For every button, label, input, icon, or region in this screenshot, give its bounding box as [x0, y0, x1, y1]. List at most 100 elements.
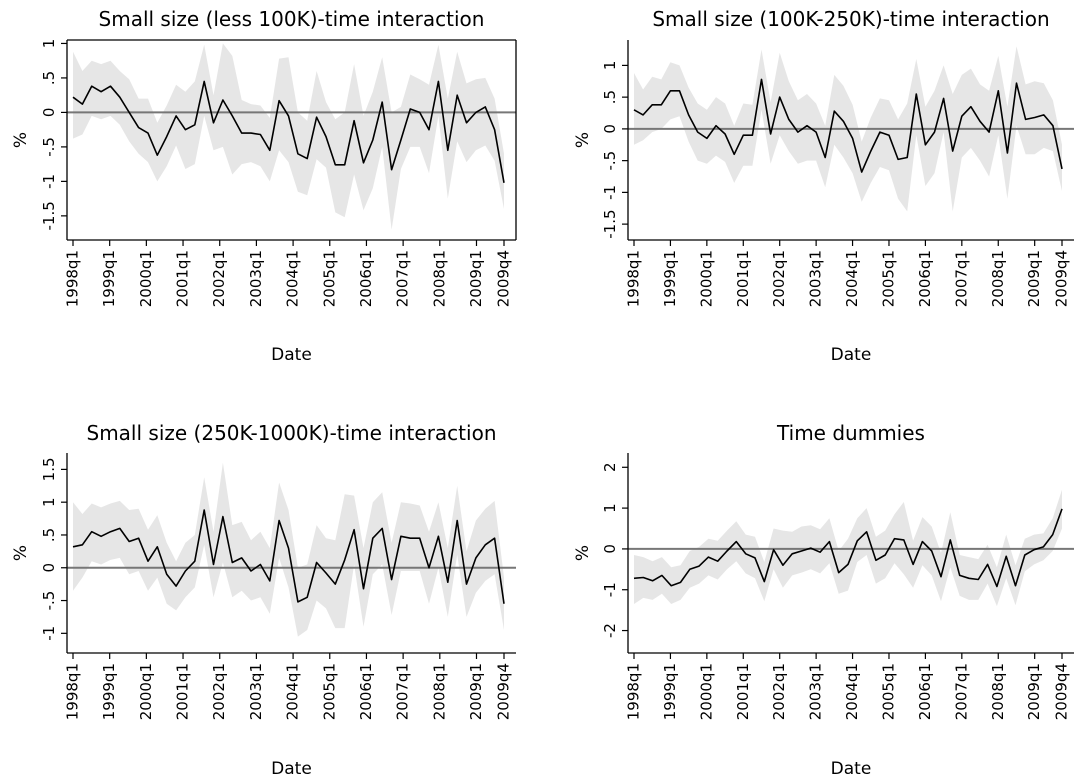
- data-point: [353, 119, 356, 122]
- x-tick-label: 2008q1: [430, 663, 448, 720]
- data-point: [503, 181, 506, 184]
- data-point: [874, 559, 877, 562]
- data-point: [968, 577, 971, 580]
- x-tick-label: 2002q1: [770, 663, 788, 720]
- confidence-band: [73, 43, 504, 230]
- data-point: [754, 556, 757, 559]
- data-point: [240, 556, 243, 559]
- data-point: [1014, 584, 1017, 587]
- data-point: [193, 560, 196, 563]
- data-point: [306, 157, 309, 160]
- x-tick-label: 2001q1: [734, 663, 752, 720]
- data-point: [949, 538, 952, 541]
- x-tick-label: 2002q1: [210, 250, 228, 307]
- x-tick-label: 1999q1: [661, 250, 679, 307]
- data-point: [118, 527, 121, 530]
- x-tick-label: 2000q1: [137, 663, 155, 720]
- data-point: [669, 89, 672, 92]
- data-point: [760, 78, 763, 81]
- data-point: [296, 152, 299, 155]
- data-point: [390, 168, 393, 171]
- y-tick-label: -.5: [40, 591, 58, 611]
- series-line: [72, 509, 505, 604]
- data-point: [633, 108, 636, 111]
- data-point: [977, 578, 980, 581]
- data-point: [733, 153, 736, 156]
- data-point: [1061, 507, 1064, 510]
- data-point: [418, 537, 421, 540]
- data-point: [1061, 167, 1064, 170]
- data-point: [842, 120, 845, 123]
- y-axis-label: %: [11, 545, 31, 561]
- data-point: [705, 137, 708, 140]
- data-point: [951, 150, 954, 153]
- data-point: [493, 537, 496, 540]
- data-point: [716, 560, 719, 563]
- data-point: [353, 528, 356, 531]
- data-point: [278, 519, 281, 522]
- data-point: [503, 602, 506, 605]
- data-point: [184, 128, 187, 131]
- data-point: [184, 570, 187, 573]
- data-point: [118, 96, 121, 99]
- y-tick-label: 1: [40, 497, 58, 507]
- x-tick-label: 2001q1: [174, 663, 192, 720]
- data-point: [147, 560, 150, 563]
- data-point: [493, 128, 496, 131]
- data-point: [221, 99, 224, 102]
- data-point: [724, 133, 727, 136]
- data-point: [203, 509, 206, 512]
- data-point: [930, 550, 933, 553]
- data-point: [259, 563, 262, 566]
- data-point: [437, 535, 440, 538]
- data-point: [986, 563, 989, 566]
- data-point: [474, 111, 477, 114]
- x-tick-label: 2007q1: [952, 250, 970, 307]
- data-point: [147, 132, 150, 135]
- data-point: [751, 134, 754, 137]
- y-tick-label: -2: [601, 623, 619, 638]
- x-tick-label: 1999q1: [100, 663, 118, 720]
- data-point: [670, 584, 673, 587]
- data-point: [633, 577, 636, 580]
- data-point: [203, 80, 206, 83]
- y-tick-label: -1: [601, 582, 619, 597]
- y-tick-label: 1: [601, 503, 619, 513]
- data-point: [456, 94, 459, 97]
- data-point: [306, 596, 309, 599]
- x-tick-label: 2009q4: [1053, 250, 1071, 307]
- data-point: [268, 149, 271, 152]
- data-point: [109, 530, 112, 533]
- data-point: [1033, 116, 1036, 119]
- x-tick-label: 2007q1: [952, 663, 970, 720]
- data-point: [678, 89, 681, 92]
- data-point: [231, 114, 234, 117]
- y-tick-label: -1: [40, 174, 58, 189]
- x-tick-label: 2002q1: [210, 663, 228, 720]
- data-point: [735, 540, 738, 543]
- data-point: [193, 123, 196, 126]
- data-point: [72, 96, 75, 99]
- data-point: [698, 565, 701, 568]
- data-point: [837, 571, 840, 574]
- y-axis-label: %: [11, 132, 31, 148]
- x-tick-label: 2008q1: [989, 250, 1007, 307]
- y-tick-label: 1: [40, 39, 58, 49]
- data-point: [997, 89, 1000, 92]
- x-tick-label: 2006q1: [916, 250, 934, 307]
- data-point: [212, 121, 215, 124]
- data-point: [334, 583, 337, 586]
- data-point: [688, 568, 691, 571]
- data-point: [231, 561, 234, 564]
- x-tick-label: 2004q1: [843, 663, 861, 720]
- x-tick-label: 2001q1: [174, 250, 192, 307]
- x-tick-label: 2006q1: [357, 250, 375, 307]
- data-point: [456, 519, 459, 522]
- data-point: [315, 561, 318, 564]
- x-tick-label: 2009q4: [1053, 663, 1071, 720]
- data-point: [381, 101, 384, 104]
- data-point: [325, 572, 328, 575]
- data-point: [343, 558, 346, 561]
- data-point: [437, 80, 440, 83]
